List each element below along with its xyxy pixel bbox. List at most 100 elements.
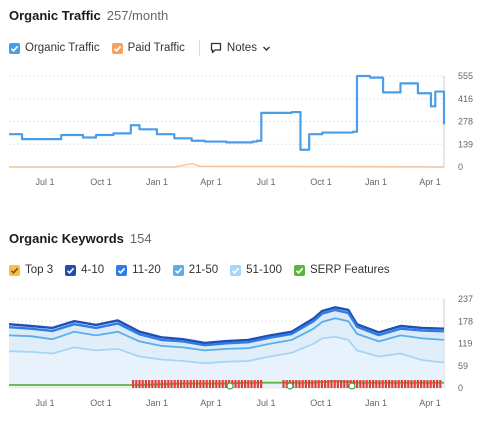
x-tick-label: Apr 1 <box>200 398 222 408</box>
x-tick-label: Jan 1 <box>365 398 387 408</box>
serp-marker <box>132 380 135 388</box>
x-tick-label: Jul 1 <box>256 398 275 408</box>
series-line-4-10 <box>8 306 445 345</box>
legend-label: Top 3 <box>25 264 54 276</box>
checkbox-icon[interactable] <box>230 264 242 276</box>
organic-traffic-header: Organic Traffic 257/month <box>9 8 168 28</box>
serp-marker <box>359 380 362 388</box>
serp-marker <box>135 380 138 388</box>
legend-label: 51-100 <box>246 264 282 276</box>
serp-marker <box>413 380 416 388</box>
legend-item-0[interactable]: Top 3 <box>9 264 53 276</box>
organic-keywords-title: Organic Keywords <box>9 231 124 246</box>
serp-marker <box>215 380 218 388</box>
y-tick-label: 0 <box>458 383 463 393</box>
serp-marker <box>221 380 224 388</box>
checkbox-icon[interactable] <box>293 264 305 276</box>
y-tick-label: 278 <box>458 117 473 127</box>
serp-marker <box>420 380 423 388</box>
x-tick-label: Apr 1 <box>200 177 222 187</box>
serp-marker <box>218 380 221 388</box>
serp-marker <box>260 380 263 388</box>
serp-marker <box>416 380 419 388</box>
notes-dropdown[interactable]: Notes <box>210 42 271 54</box>
legend-item-4[interactable]: 51-100 <box>230 264 282 276</box>
serp-marker <box>336 380 339 388</box>
checkbox-icon[interactable] <box>9 264 20 276</box>
legend-label: SERP Features <box>309 264 390 276</box>
x-tick-label: Oct 1 <box>90 398 112 408</box>
keywords-legend: Top 3 4-10 11-20 21-50 51-100 SERP Features <box>9 264 402 276</box>
serp-marker <box>170 380 173 388</box>
x-tick-label: Oct 1 <box>90 177 112 187</box>
legend-item-1[interactable]: 4-10 <box>65 264 104 276</box>
organic-traffic-chart: 555 416 278 139 0 Jul 1 Oct 1 Jan 1 Apr 1 Jul 1 Oc… <box>9 71 473 187</box>
serp-marker <box>189 380 192 388</box>
checkbox-icon[interactable] <box>116 264 128 276</box>
x-tick-label: Jul 1 <box>35 398 54 408</box>
checkbox-icon[interactable] <box>65 264 77 276</box>
serp-marker <box>301 380 304 388</box>
legend-paid-traffic[interactable]: Paid Traffic <box>111 42 185 54</box>
serp-marker <box>164 380 167 388</box>
organic-keywords-chart: 237 178 119 59 0 Jul 1 Oct 1 Jan 1 Apr 1 Jul 1 Oct… <box>8 294 473 408</box>
serp-marker <box>199 380 202 388</box>
organic-checkbox-icon[interactable] <box>9 42 20 54</box>
serp-marker <box>327 380 330 388</box>
x-tick-label: Jan 1 <box>146 177 168 187</box>
legend-organic-traffic[interactable]: Organic Traffic <box>9 42 100 54</box>
serp-marker <box>439 380 442 388</box>
serp-marker <box>304 380 307 388</box>
traffic-legend: Organic Traffic Paid Traffic Notes <box>9 40 271 56</box>
serp-marker <box>330 380 333 388</box>
legend-item-3[interactable]: 21-50 <box>172 264 219 276</box>
legend-paid-label: Paid Traffic <box>127 42 185 54</box>
serp-marker <box>324 380 327 388</box>
serp-marker <box>381 380 384 388</box>
legend-label: 4-10 <box>81 264 105 276</box>
serp-marker <box>141 380 144 388</box>
x-tick-label: Jan 1 <box>146 398 168 408</box>
chevron-down-icon <box>262 46 270 51</box>
serp-marker <box>160 380 163 388</box>
serp-marker <box>244 380 247 388</box>
paid-traffic-line <box>9 162 445 168</box>
organic-keywords-section: Organic Keywords 154 Top 3 4-10 11-20 21-50… <box>0 200 500 422</box>
legend-item-2[interactable]: 11-20 <box>116 264 161 276</box>
serp-marker <box>138 380 141 388</box>
serp-marker <box>320 380 323 388</box>
serp-marker <box>436 380 439 388</box>
serp-marker <box>375 380 378 388</box>
legend-item-5[interactable]: SERP Features <box>293 264 390 276</box>
y-tick-label: 139 <box>458 139 473 149</box>
serp-marker <box>240 380 243 388</box>
serp-marker <box>388 380 391 388</box>
serp-marker <box>298 380 301 388</box>
paid-checkbox-icon[interactable] <box>111 42 123 54</box>
serp-marker <box>397 380 400 388</box>
serp-marker <box>368 380 371 388</box>
y-tick-label: 0 <box>458 162 463 172</box>
serp-marker <box>173 380 176 388</box>
serp-marker <box>186 380 189 388</box>
x-tick-label: Apr 1 <box>419 398 441 408</box>
serp-marker <box>343 380 346 388</box>
legend-label: 11-20 <box>132 264 161 276</box>
legend-organic-label: Organic Traffic <box>25 42 100 54</box>
serp-marker <box>394 380 397 388</box>
notes-icon <box>210 42 222 54</box>
series-line-21-50 <box>8 317 445 352</box>
serp-marker <box>151 380 154 388</box>
serp-marker <box>308 380 311 388</box>
x-tick-label: Jul 1 <box>35 177 54 187</box>
checkbox-icon[interactable] <box>172 264 184 276</box>
serp-marker <box>314 380 317 388</box>
serp-marker <box>384 380 387 388</box>
legend-label: 21-50 <box>188 264 219 276</box>
serp-marker <box>176 380 179 388</box>
serp-marker <box>282 380 285 388</box>
serp-marker <box>212 380 215 388</box>
google-marker-icon <box>226 382 234 390</box>
serp-marker <box>429 380 432 388</box>
y-tick-label: 237 <box>458 294 473 304</box>
